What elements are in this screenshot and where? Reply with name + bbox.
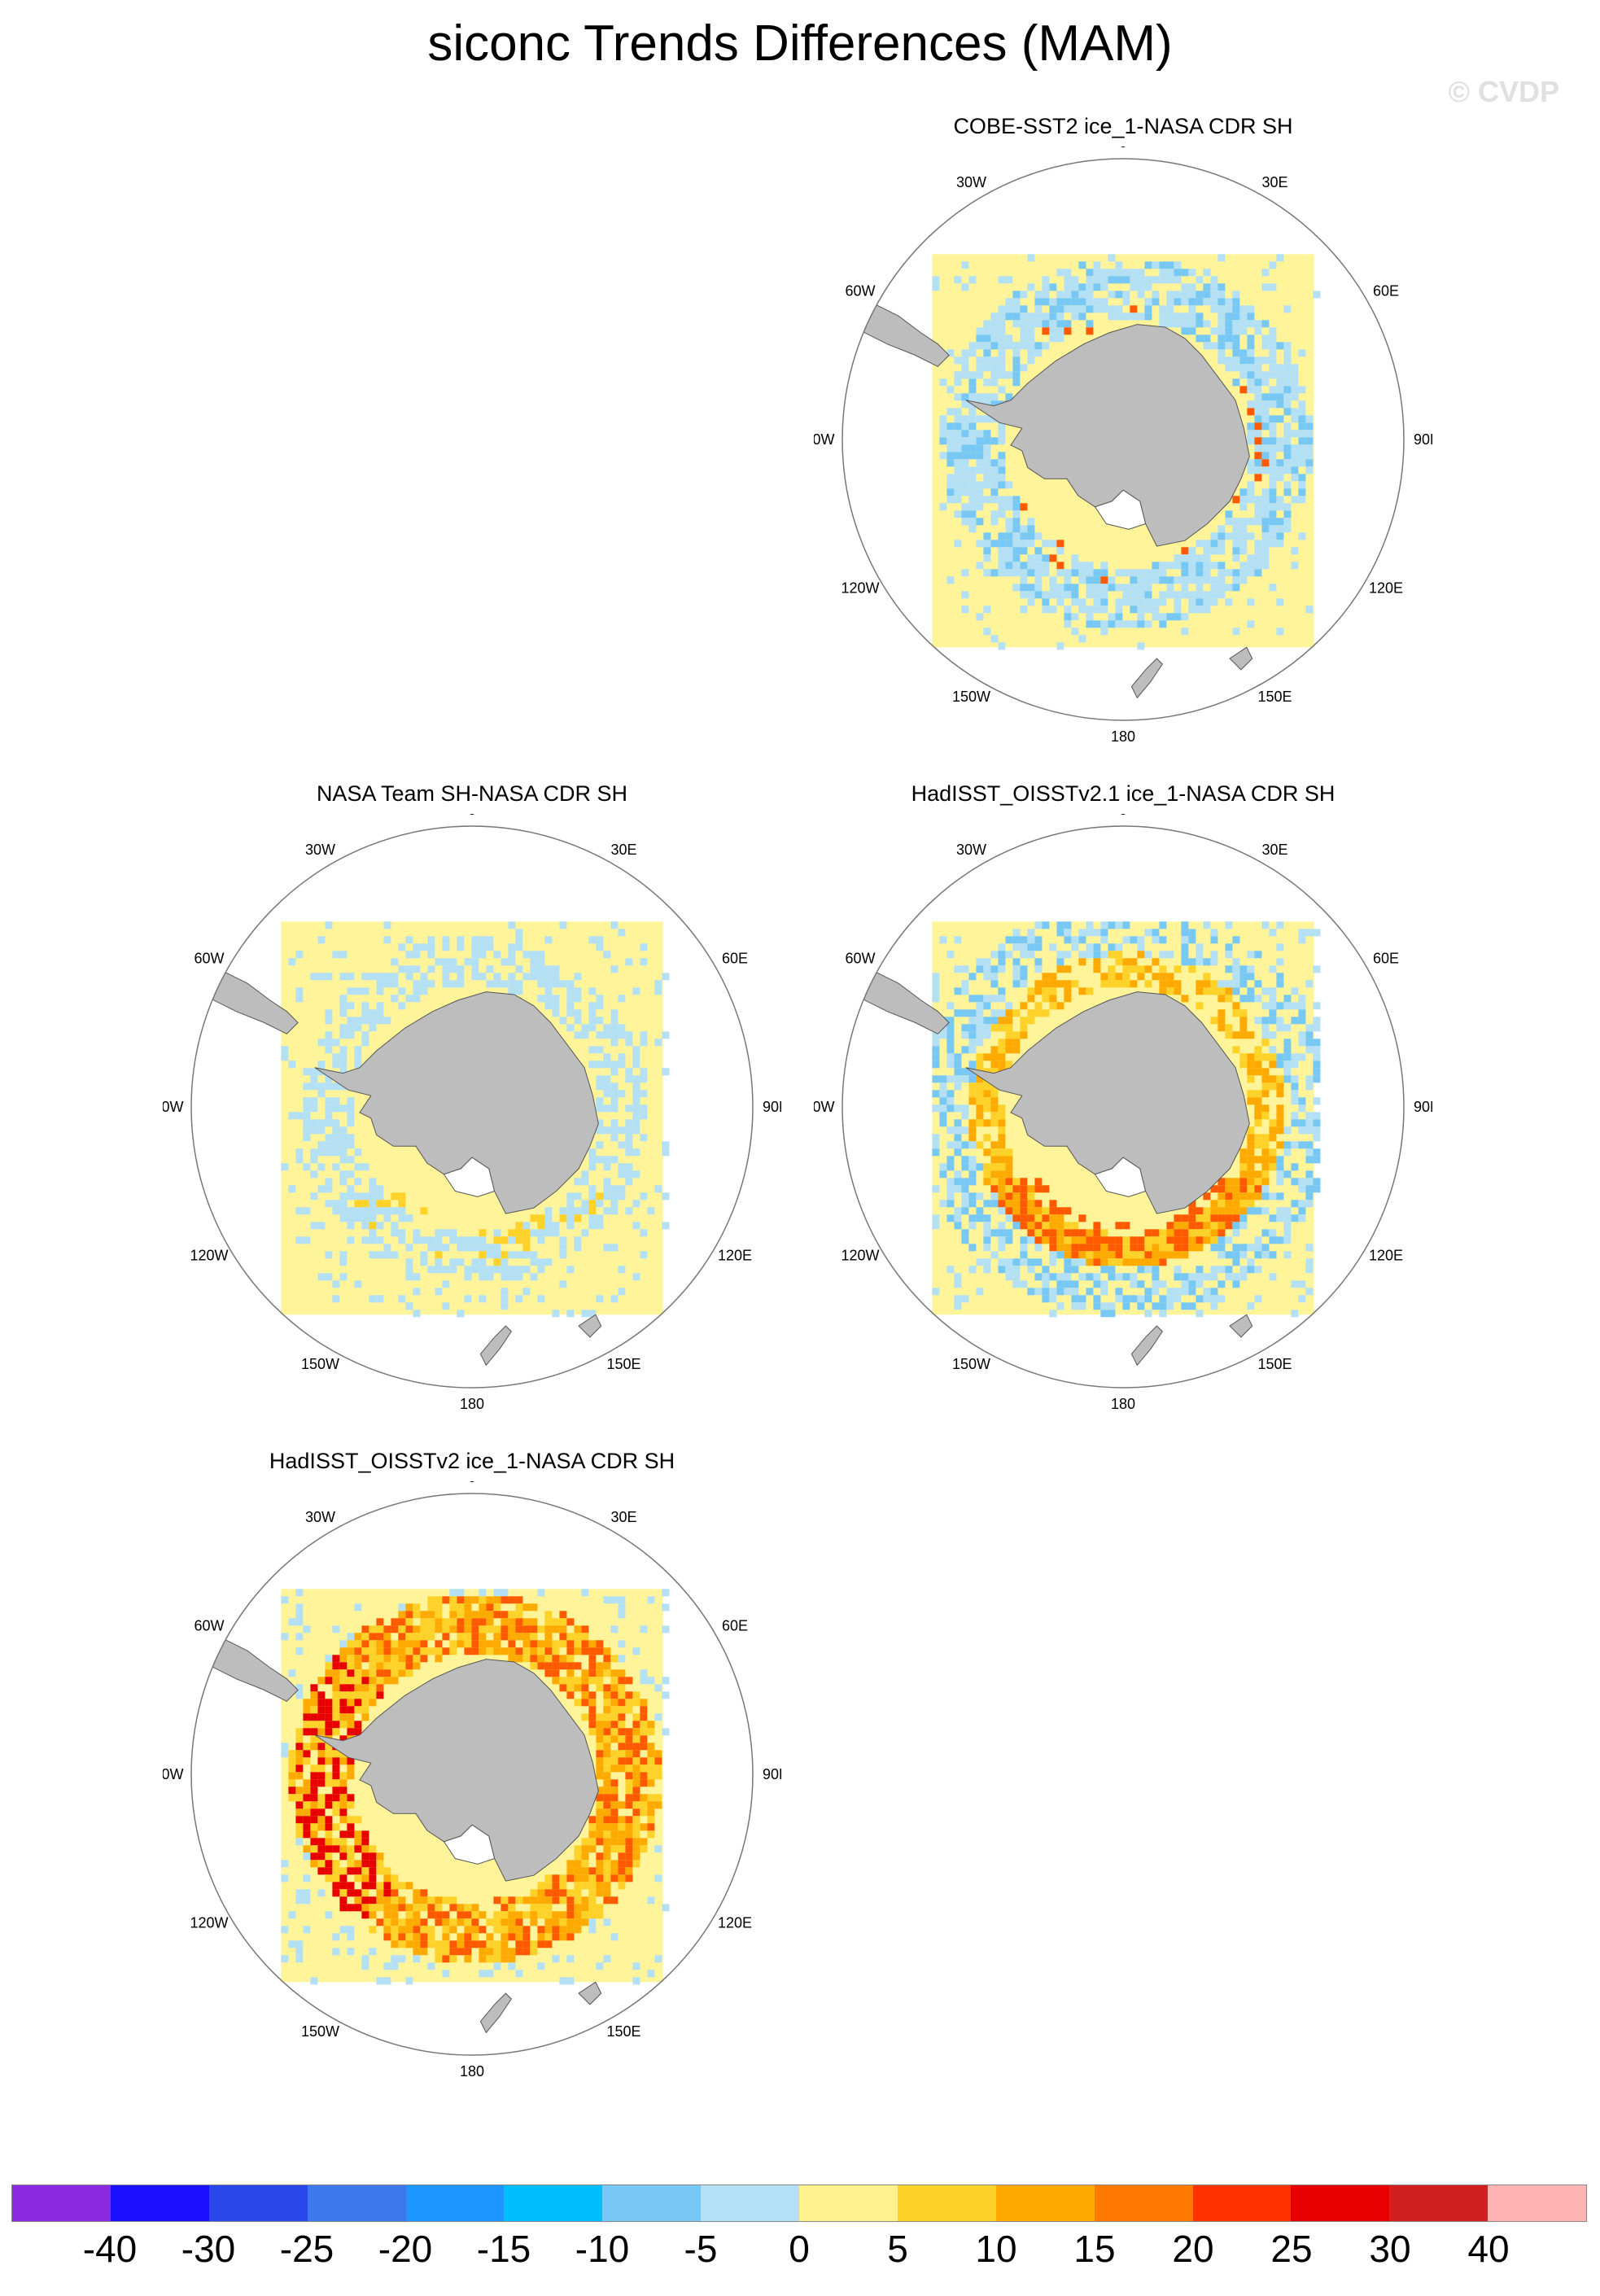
longitude-label: 120W — [841, 580, 879, 597]
polar-map: 0 30E 60E 90E 120E 150E 180 150W 120W 90W 60W 30W — [814, 147, 1432, 745]
colorbar-tick-label: 15 — [1073, 2228, 1116, 2270]
longitude-label: 60E — [1373, 951, 1399, 967]
colorbar-labels: -40 -30 -25 -20 -15 -10 -5 0 5 10 15 20 25 30 40 — [11, 2227, 1587, 2284]
colorbar-swatch — [1389, 2185, 1489, 2221]
longitude-label: 180 — [1111, 728, 1135, 745]
longitude-label: 60E — [722, 1618, 748, 1634]
colorbar-tick-label: -30 — [181, 2228, 236, 2270]
colorbar-tick-label: 40 — [1467, 2228, 1510, 2270]
colorbar-swatch — [1192, 2185, 1292, 2221]
longitude-label: 0 — [1119, 147, 1127, 151]
colorbar-tick-label: 5 — [887, 2228, 908, 2270]
longitude-label: 0 — [1119, 814, 1127, 818]
longitude-label: 150E — [606, 1356, 640, 1372]
longitude-label: 30W — [305, 842, 335, 858]
map-field — [202, 921, 670, 1367]
longitude-label: 60E — [1373, 283, 1399, 300]
longitude-label: 30E — [610, 1509, 636, 1525]
longitude-label: 150W — [952, 1356, 990, 1372]
map-panel: HadISST_OISSTv2.1 ice_1-NASA CDR SH 0 30E… — [814, 781, 1432, 1449]
panel-title: HadISST_OISSTv2.1 ice_1-NASA CDR SH — [911, 781, 1336, 806]
colorbar-swatch — [12, 2185, 111, 2221]
longitude-label: 180 — [460, 2063, 484, 2080]
longitude-label: 0 — [468, 1481, 476, 1485]
colorbar-swatch — [1291, 2185, 1390, 2221]
colorbar-tick-label: 10 — [975, 2228, 1017, 2270]
longitude-label: 150E — [1257, 1356, 1292, 1372]
colorbar-tick-label: 25 — [1270, 2228, 1313, 2270]
longitude-label: 150E — [1257, 689, 1292, 705]
watermark: © CVDP — [1448, 75, 1559, 108]
colorbar-swatch — [701, 2185, 799, 2221]
colorbar-tick-label: -20 — [378, 2228, 433, 2270]
colorbar-tick-label: -25 — [279, 2228, 334, 2270]
longitude-label: 30W — [956, 842, 986, 858]
longitude-label: 60W — [845, 951, 875, 967]
longitude-label: 90W — [163, 1766, 184, 1782]
colorbar-swatch — [1094, 2185, 1193, 2221]
colorbar — [11, 2184, 1587, 2222]
longitude-label: 90E — [1414, 1099, 1432, 1115]
polar-map: 0 30E 60E 90E 120E 150E 180 150W 120W 90W 60W 30W — [163, 814, 781, 1412]
longitude-label: 120W — [190, 1248, 228, 1264]
colorbar-swatch — [307, 2185, 406, 2221]
colorbar-tick-label: -10 — [575, 2228, 630, 2270]
longitude-label: 150E — [606, 2023, 640, 2040]
longitude-label: 90W — [163, 1099, 184, 1115]
longitude-label: 120W — [190, 1915, 228, 1931]
longitude-label: 120E — [1369, 580, 1403, 597]
map-field — [853, 254, 1321, 699]
longitude-label: 60W — [194, 1618, 224, 1634]
longitude-label: 60E — [722, 951, 748, 967]
colorbar-tick-label: 0 — [789, 2228, 810, 2270]
colorbar-tick-label: -15 — [476, 2228, 531, 2270]
colorbar-swatch — [110, 2185, 209, 2221]
longitude-label: 90E — [763, 1099, 781, 1115]
colorbar-swatch — [504, 2185, 603, 2221]
longitude-label: 0 — [468, 814, 476, 818]
colorbar-swatch — [995, 2185, 1095, 2221]
longitude-label: 30E — [610, 842, 636, 858]
longitude-label: 120E — [718, 1915, 752, 1931]
longitude-label: 30E — [1261, 174, 1287, 190]
colorbar-swatch — [1488, 2185, 1586, 2221]
polar-map: 0 30E 60E 90E 120E 150E 180 150W 120W 90W 60W 30W — [163, 1481, 781, 2080]
panel-title: HadISST_OISSTv2 ice_1-NASA CDR SH — [269, 1449, 675, 1473]
longitude-label: 120E — [718, 1248, 752, 1264]
longitude-label: 150W — [952, 689, 990, 705]
longitude-label: 90W — [814, 431, 835, 448]
panel-title: NASA Team SH-NASA CDR SH — [316, 781, 628, 806]
longitude-label: 30E — [1261, 842, 1287, 858]
colorbar-tick-label: 30 — [1369, 2228, 1411, 2270]
map-panel: NASA Team SH-NASA CDR SH 0 30E 60E 90E 120E 1… — [163, 781, 781, 1449]
colorbar-swatch — [405, 2185, 505, 2221]
colorbar-swatch — [602, 2185, 702, 2221]
colorbar-tick-label: 20 — [1172, 2228, 1214, 2270]
colorbar-swatch — [208, 2185, 308, 2221]
longitude-label: 90E — [1414, 431, 1432, 448]
longitude-label: 120E — [1369, 1248, 1403, 1264]
longitude-label: 30W — [956, 174, 986, 190]
polar-map: 0 30E 60E 90E 120E 150E 180 150W 120W 90W 60W 30W — [814, 814, 1432, 1412]
longitude-label: 90W — [814, 1099, 835, 1115]
panel-title: COBE-SST2 ice_1-NASA CDR SH — [953, 114, 1293, 138]
map-panel: HadISST_OISSTv2 ice_1-NASA CDR SH 0 30E 60… — [163, 1449, 781, 2116]
longitude-label: 30W — [305, 1509, 335, 1525]
colorbar-tick-label: -40 — [82, 2228, 138, 2270]
main-title: siconc Trends Differences (MAM) — [427, 15, 1173, 72]
longitude-label: 120W — [841, 1248, 879, 1264]
longitude-label: 60W — [194, 951, 224, 967]
longitude-label: 180 — [1111, 1396, 1135, 1412]
longitude-label: 150W — [301, 1356, 339, 1372]
map-panel: COBE-SST2 ice_1-NASA CDR SH 0 30E 60E 90E 12… — [814, 114, 1432, 781]
longitude-label: 60W — [845, 283, 875, 300]
colorbar-swatch — [799, 2185, 898, 2221]
colorbar-tick-label: -5 — [684, 2228, 718, 2270]
longitude-label: 90E — [763, 1766, 781, 1782]
longitude-label: 180 — [460, 1396, 484, 1412]
longitude-label: 150W — [301, 2023, 339, 2040]
colorbar-swatch — [897, 2185, 996, 2221]
